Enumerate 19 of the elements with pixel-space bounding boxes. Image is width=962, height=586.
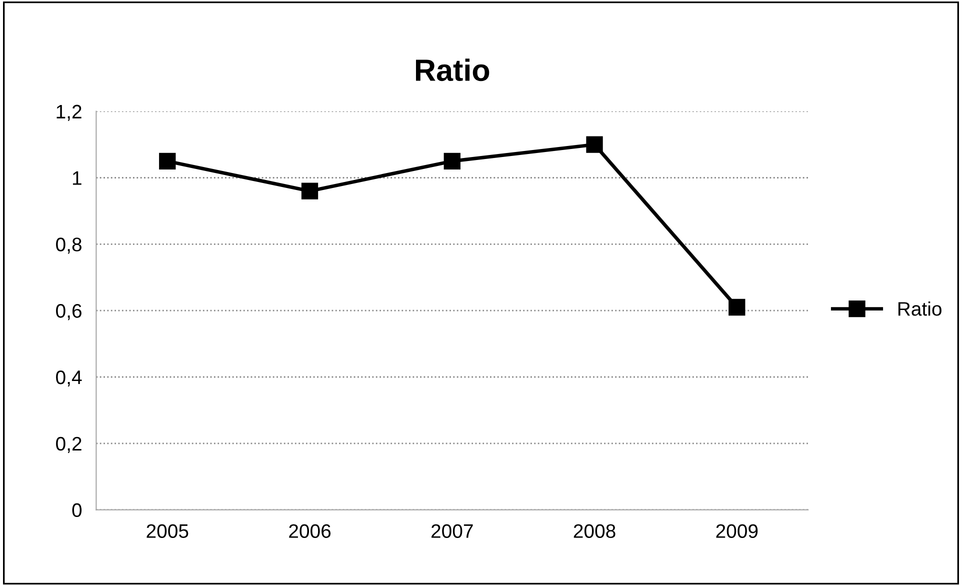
point (301, 182, 318, 200)
y-tick-label: 1 (72, 171, 82, 185)
legend-label: Ratio (898, 302, 942, 316)
y-tick-label: 1,2 (56, 104, 82, 121)
y-tick-label: 0 (72, 503, 82, 518)
y-tick-label: 0,6 (56, 304, 82, 320)
x-tick-label: 2005 (146, 524, 188, 538)
x-tick-label: 2009 (716, 524, 758, 538)
x-tick-label: 2006 (289, 524, 331, 538)
point (586, 136, 603, 153)
point (728, 298, 746, 316)
x-tick-label: 2007 (431, 524, 473, 538)
y-tick-label: 0,8 (56, 238, 82, 254)
y-tick-label: 0,4 (56, 370, 82, 387)
x-tick-label: 2008 (574, 524, 616, 538)
point (159, 152, 176, 170)
y-tick-label: 0,2 (56, 436, 82, 453)
chart-title: Ratio (416, 58, 490, 82)
point (444, 152, 460, 170)
